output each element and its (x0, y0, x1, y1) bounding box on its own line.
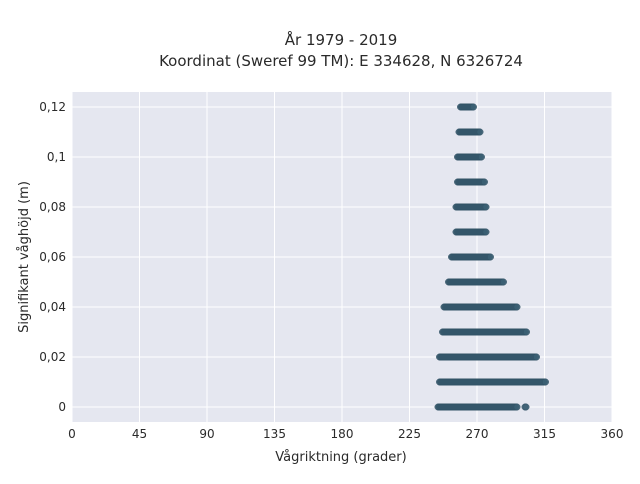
data-point (487, 253, 494, 261)
x-tick-label: 90 (199, 427, 214, 441)
data-point (542, 378, 549, 386)
y-tick-label: 0 (58, 400, 66, 414)
x-tick-label: 0 (68, 427, 76, 441)
data-point (481, 178, 488, 186)
y-tick-label: 0,04 (39, 300, 66, 314)
data-point (476, 128, 484, 136)
y-tick-label: 0,08 (39, 200, 66, 214)
x-tick-label: 270 (466, 427, 489, 441)
marks-layer (434, 103, 549, 411)
y-axis-title: Signifikant våghöjd (m) (17, 181, 32, 333)
y-tick-label: 0,06 (39, 250, 66, 264)
data-point (478, 153, 485, 161)
x-axis-title: Vågriktning (grader) (275, 450, 406, 465)
chart-subtitle: Koordinat (Sweref 99 TM): E 334628, N 63… (159, 52, 523, 70)
data-point (500, 278, 507, 286)
y-tick-label: 0,12 (39, 100, 66, 114)
x-tick-label: 225 (398, 427, 421, 441)
data-point (482, 228, 490, 236)
y-tick-label: 0,1 (47, 150, 66, 164)
x-tick-label: 315 (533, 427, 556, 441)
data-point (533, 353, 540, 361)
data-point (482, 203, 490, 211)
tick-layer: 0 45 90 135 180 225 270 315 360 0 0,02 0,04 0,06 0,08… (39, 100, 623, 441)
data-point (523, 328, 530, 336)
x-tick-label: 45 (132, 427, 147, 441)
x-tick-label: 360 (601, 427, 624, 441)
x-tick-label: 180 (331, 427, 354, 441)
data-point (513, 303, 521, 311)
chart-title: År 1979 - 2019 (285, 30, 398, 49)
data-point (470, 103, 477, 111)
y-tick-label: 0,02 (39, 350, 66, 364)
data-point (513, 403, 521, 411)
data-point (522, 403, 530, 411)
x-tick-label: 135 (263, 427, 286, 441)
